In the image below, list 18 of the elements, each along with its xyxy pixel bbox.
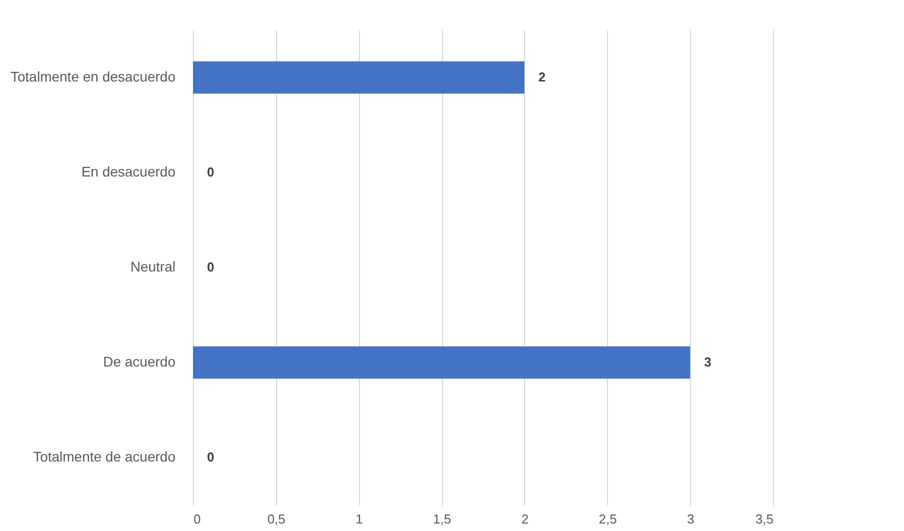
data-label: 0	[207, 164, 214, 180]
y-tick-label: Totalmente en desacuerdo	[10, 68, 176, 84]
y-tick-label: Neutral	[130, 258, 176, 274]
x-tick-label: 0,5	[267, 512, 286, 526]
x-tick-label: 1,5	[433, 512, 452, 526]
x-tick-label: 1	[356, 512, 363, 526]
x-tick-label: 2,5	[598, 512, 617, 526]
x-tick-label: 0	[194, 512, 201, 526]
x-tick-label: 2	[521, 512, 529, 526]
x-tick-label: 3	[687, 512, 694, 526]
y-tick-label: Totalmente de acuerdo	[33, 448, 176, 464]
x-tick-label: 3,5	[755, 512, 774, 526]
data-label: 2	[538, 70, 546, 84]
data-label: 3	[704, 354, 712, 370]
data-label: 0	[207, 450, 214, 464]
y-tick-label: De acuerdo	[103, 354, 176, 370]
data-label: 0	[207, 260, 214, 274]
y-tick-label: En desacuerdo	[81, 164, 176, 180]
